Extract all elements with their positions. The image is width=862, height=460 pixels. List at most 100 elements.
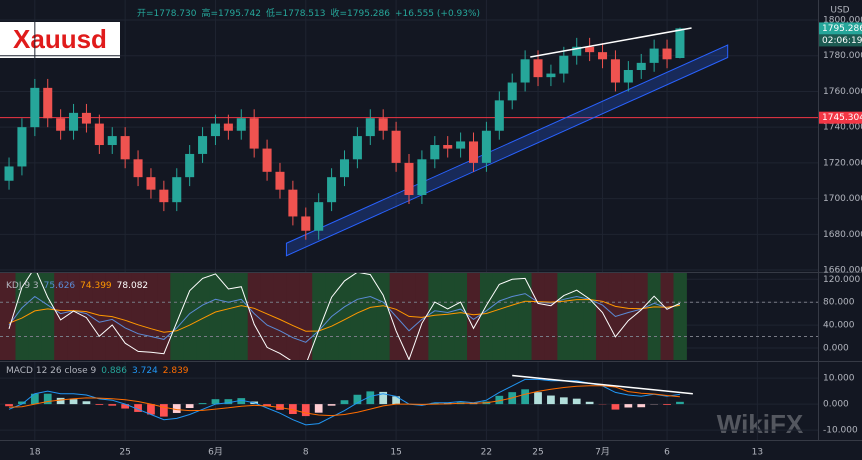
price-tag: 1795.286 [822, 24, 862, 34]
candle-body [17, 127, 27, 167]
histogram-bar [276, 404, 284, 410]
ohlc-close: 收=1795.286 [330, 9, 391, 19]
histogram-bar [314, 404, 323, 413]
candle-body [520, 59, 530, 83]
candle-body [43, 87, 53, 119]
signal-band [79, 273, 94, 360]
price-tag: 1745.304 [822, 113, 862, 123]
histogram-bar [185, 404, 194, 409]
series-line [8, 298, 680, 333]
candle-body [481, 130, 491, 163]
y-tick-label: 1720.000 [823, 158, 862, 168]
signal-band [144, 273, 158, 360]
y-tick-label: 1760.000 [823, 87, 862, 97]
histogram-bar [198, 403, 207, 405]
histogram-bar [379, 391, 388, 405]
histogram-bar [392, 396, 400, 405]
kdj-panel [0, 273, 818, 360]
candle-body [4, 166, 14, 181]
signal-band [0, 273, 16, 360]
candle-body [185, 153, 195, 178]
countdown-box [819, 34, 862, 47]
candle-body [559, 55, 569, 74]
signal-band [634, 273, 649, 360]
candle-body [339, 159, 350, 178]
histogram-bar [301, 404, 310, 417]
macd-legend: MACD 12 26 close 9 0.886 3.724 2.839 [6, 366, 194, 376]
price-panel [0, 0, 818, 272]
candle-body [301, 216, 311, 231]
signal-band [621, 273, 636, 360]
signal-band [286, 273, 300, 360]
signal-band [221, 273, 236, 360]
x-tick-label: 7月 [595, 447, 610, 458]
candle-body [443, 145, 453, 149]
histogram-bar [663, 404, 671, 405]
candle-body [352, 136, 362, 160]
signal-band [196, 273, 210, 360]
symbol-badge-box [0, 22, 120, 58]
indicator-value: 75.626 [43, 281, 76, 291]
candle-body [662, 48, 672, 60]
candle-body [623, 70, 633, 83]
histogram-bar [95, 404, 104, 405]
candle-body [262, 148, 272, 172]
trend-line [530, 27, 692, 58]
indicator-value: 3.724 [132, 366, 158, 376]
candle-body [456, 141, 466, 149]
candle-body [610, 59, 620, 83]
signal-band [441, 273, 455, 360]
candle-body [223, 123, 233, 131]
candle-body [236, 118, 246, 131]
histogram-bar [495, 395, 504, 405]
candle-body [133, 159, 143, 178]
series-line [8, 293, 681, 343]
signal-band [92, 273, 107, 360]
histogram-bar [327, 404, 336, 406]
trend-line [512, 374, 693, 395]
y-tick-label: 1700.000 [823, 194, 862, 204]
x-tick-label: 18 [29, 448, 41, 458]
signal-band [647, 273, 662, 360]
ohlc-change: +16.555 (+0.93%) [395, 9, 481, 19]
candle-body [585, 46, 595, 53]
signal-band [570, 273, 584, 360]
x-tick-label: 25 [532, 448, 543, 458]
x-tick-label: 6月 [208, 447, 223, 458]
signal-band [260, 273, 275, 360]
histogram-bar [585, 401, 594, 405]
signal-band [479, 273, 494, 360]
signal-band [505, 273, 520, 360]
signal-band [544, 273, 558, 360]
candle-body [107, 136, 117, 146]
histogram-bar [5, 404, 13, 407]
y-tick-label: -10.000 [823, 426, 858, 436]
histogram-bar [547, 395, 555, 405]
signal-band [363, 273, 378, 360]
signal-band [660, 273, 674, 360]
candle-body [159, 189, 169, 203]
histogram-bar [134, 404, 142, 412]
candle-body [468, 141, 479, 163]
candle-body [391, 130, 401, 163]
candle-body [288, 189, 298, 217]
y-tick-label: 0.000 [823, 400, 849, 410]
price-tag-box [819, 22, 862, 35]
candle-body [649, 48, 659, 63]
signal-band [492, 273, 507, 360]
candle-body [30, 87, 40, 128]
histogram-bar [18, 401, 26, 405]
candle-body [81, 112, 91, 124]
histogram-bar [147, 404, 155, 415]
y-tick-label: 120.000 [823, 275, 860, 285]
candle-body [275, 171, 285, 190]
signal-band [518, 273, 533, 360]
histogram-bar [559, 397, 568, 405]
histogram-bar [211, 399, 220, 405]
candle-body [404, 162, 414, 196]
channel-fill [285, 44, 729, 257]
watermark: WikiFX [717, 409, 804, 439]
y-tick-label: 1740.000 [823, 123, 862, 133]
candle-body [494, 100, 504, 131]
